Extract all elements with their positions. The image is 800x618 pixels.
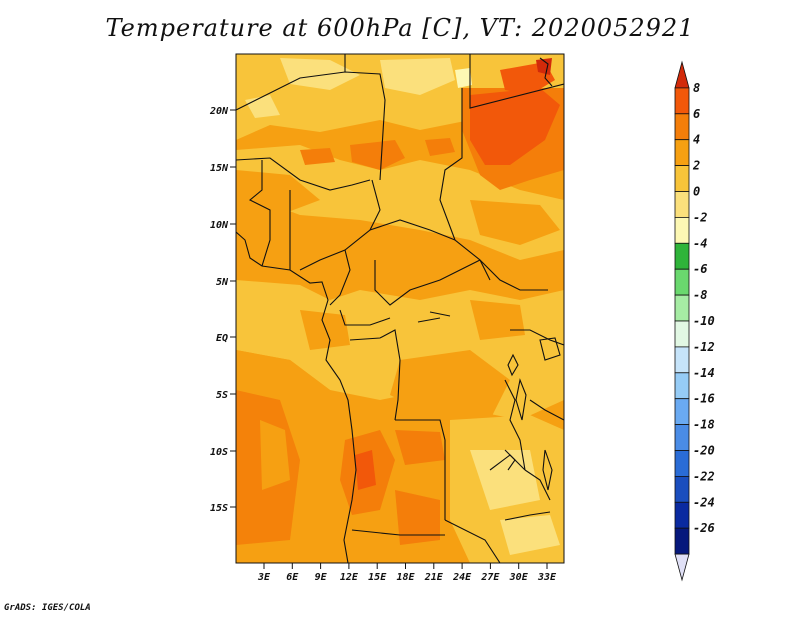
colorbar-swatch [674,139,690,166]
colorbar-swatch [674,113,690,141]
colorbar-label: -10 [693,314,715,328]
lon-label: 9E [315,572,328,583]
lon-label: 6E [286,572,299,583]
colorbar-swatch [674,87,690,115]
lat-label: 15N [210,163,229,174]
colorbar-label: 2 [692,159,700,173]
colorbar-label: -8 [693,288,707,302]
lon-label: 33E [537,572,557,583]
lat-label: 5S [216,390,228,401]
colorbar-swatch [674,191,690,218]
colorbar-swatch [674,501,690,529]
colorbar-swatch [674,216,690,244]
colorbar-label: -12 [693,340,715,354]
lon-label: 18E [396,572,415,583]
colorbar-swatch [674,450,690,477]
colorbar-swatch [674,372,690,400]
lat-label: 10S [210,447,228,458]
colorbar-swatch [674,346,690,374]
colorbar-swatch [674,268,690,296]
lat-label: 10N [210,220,229,231]
map-frame [235,53,565,564]
colorbar-swatch [674,242,690,270]
colorbar-label: -14 [693,366,715,380]
colorbar-swatch [674,294,690,322]
colorbar-top-arrow [674,60,690,89]
lon-label: 27E [480,572,500,583]
colorbar-label: 0 [693,185,700,199]
colorbar-label: -18 [693,418,715,432]
colorbar-swatch [674,475,690,503]
colorbar-label: 4 [693,133,700,147]
colorbar-swatch [674,424,690,451]
colorbar-swatch [674,527,690,555]
colorbar-label: -24 [693,495,715,509]
colorbar-label: -20 [693,444,715,458]
lon-label: 3E [257,572,271,583]
colorbar-label: -22 [693,469,715,483]
lon-label: 30E [509,572,529,583]
lat-label: 5N [216,277,229,288]
colorbar-label: -2 [693,210,707,224]
colorbar-label: -6 [693,262,707,276]
latitude-axis: 20N 15N 10N 5N EQ 5S 10S 15S [209,106,236,514]
colorbar-label: -4 [693,236,707,250]
temperature-field [236,54,564,563]
lon-label: 12E [340,572,359,583]
lat-label: EQ [216,333,228,344]
colorbar-label: 6 [693,107,700,121]
colorbar-swatch [674,320,690,348]
country-borders [236,54,564,563]
colorbar-bottom-arrow [674,553,690,582]
longitude-axis: 3E 6E 9E 12E 15E 18E 21E 24E 27E 30E 33E [257,563,557,583]
map-title: Temperature at 600hPa [C], VT: 202005292… [105,14,695,42]
colorbar-swatch [674,165,690,192]
colorbar-label: 8 [693,81,700,95]
colorbar-label: -16 [693,392,715,406]
colorbar: 8 6 4 2 0 -2 -4 -6 -8 -10 -12 -14 -16 -18 -20 -22 -24 -26 [674,60,715,582]
colorbar-label: -26 [693,521,715,535]
lon-label: 24E [452,572,472,583]
lat-label: 15S [210,503,228,514]
credit-label: GrADS: IGES/COLA [4,603,91,613]
lon-label: 15E [368,572,387,583]
lat-label: 20N [209,106,229,117]
lon-label: 21E [424,572,444,583]
colorbar-swatch [674,398,690,426]
